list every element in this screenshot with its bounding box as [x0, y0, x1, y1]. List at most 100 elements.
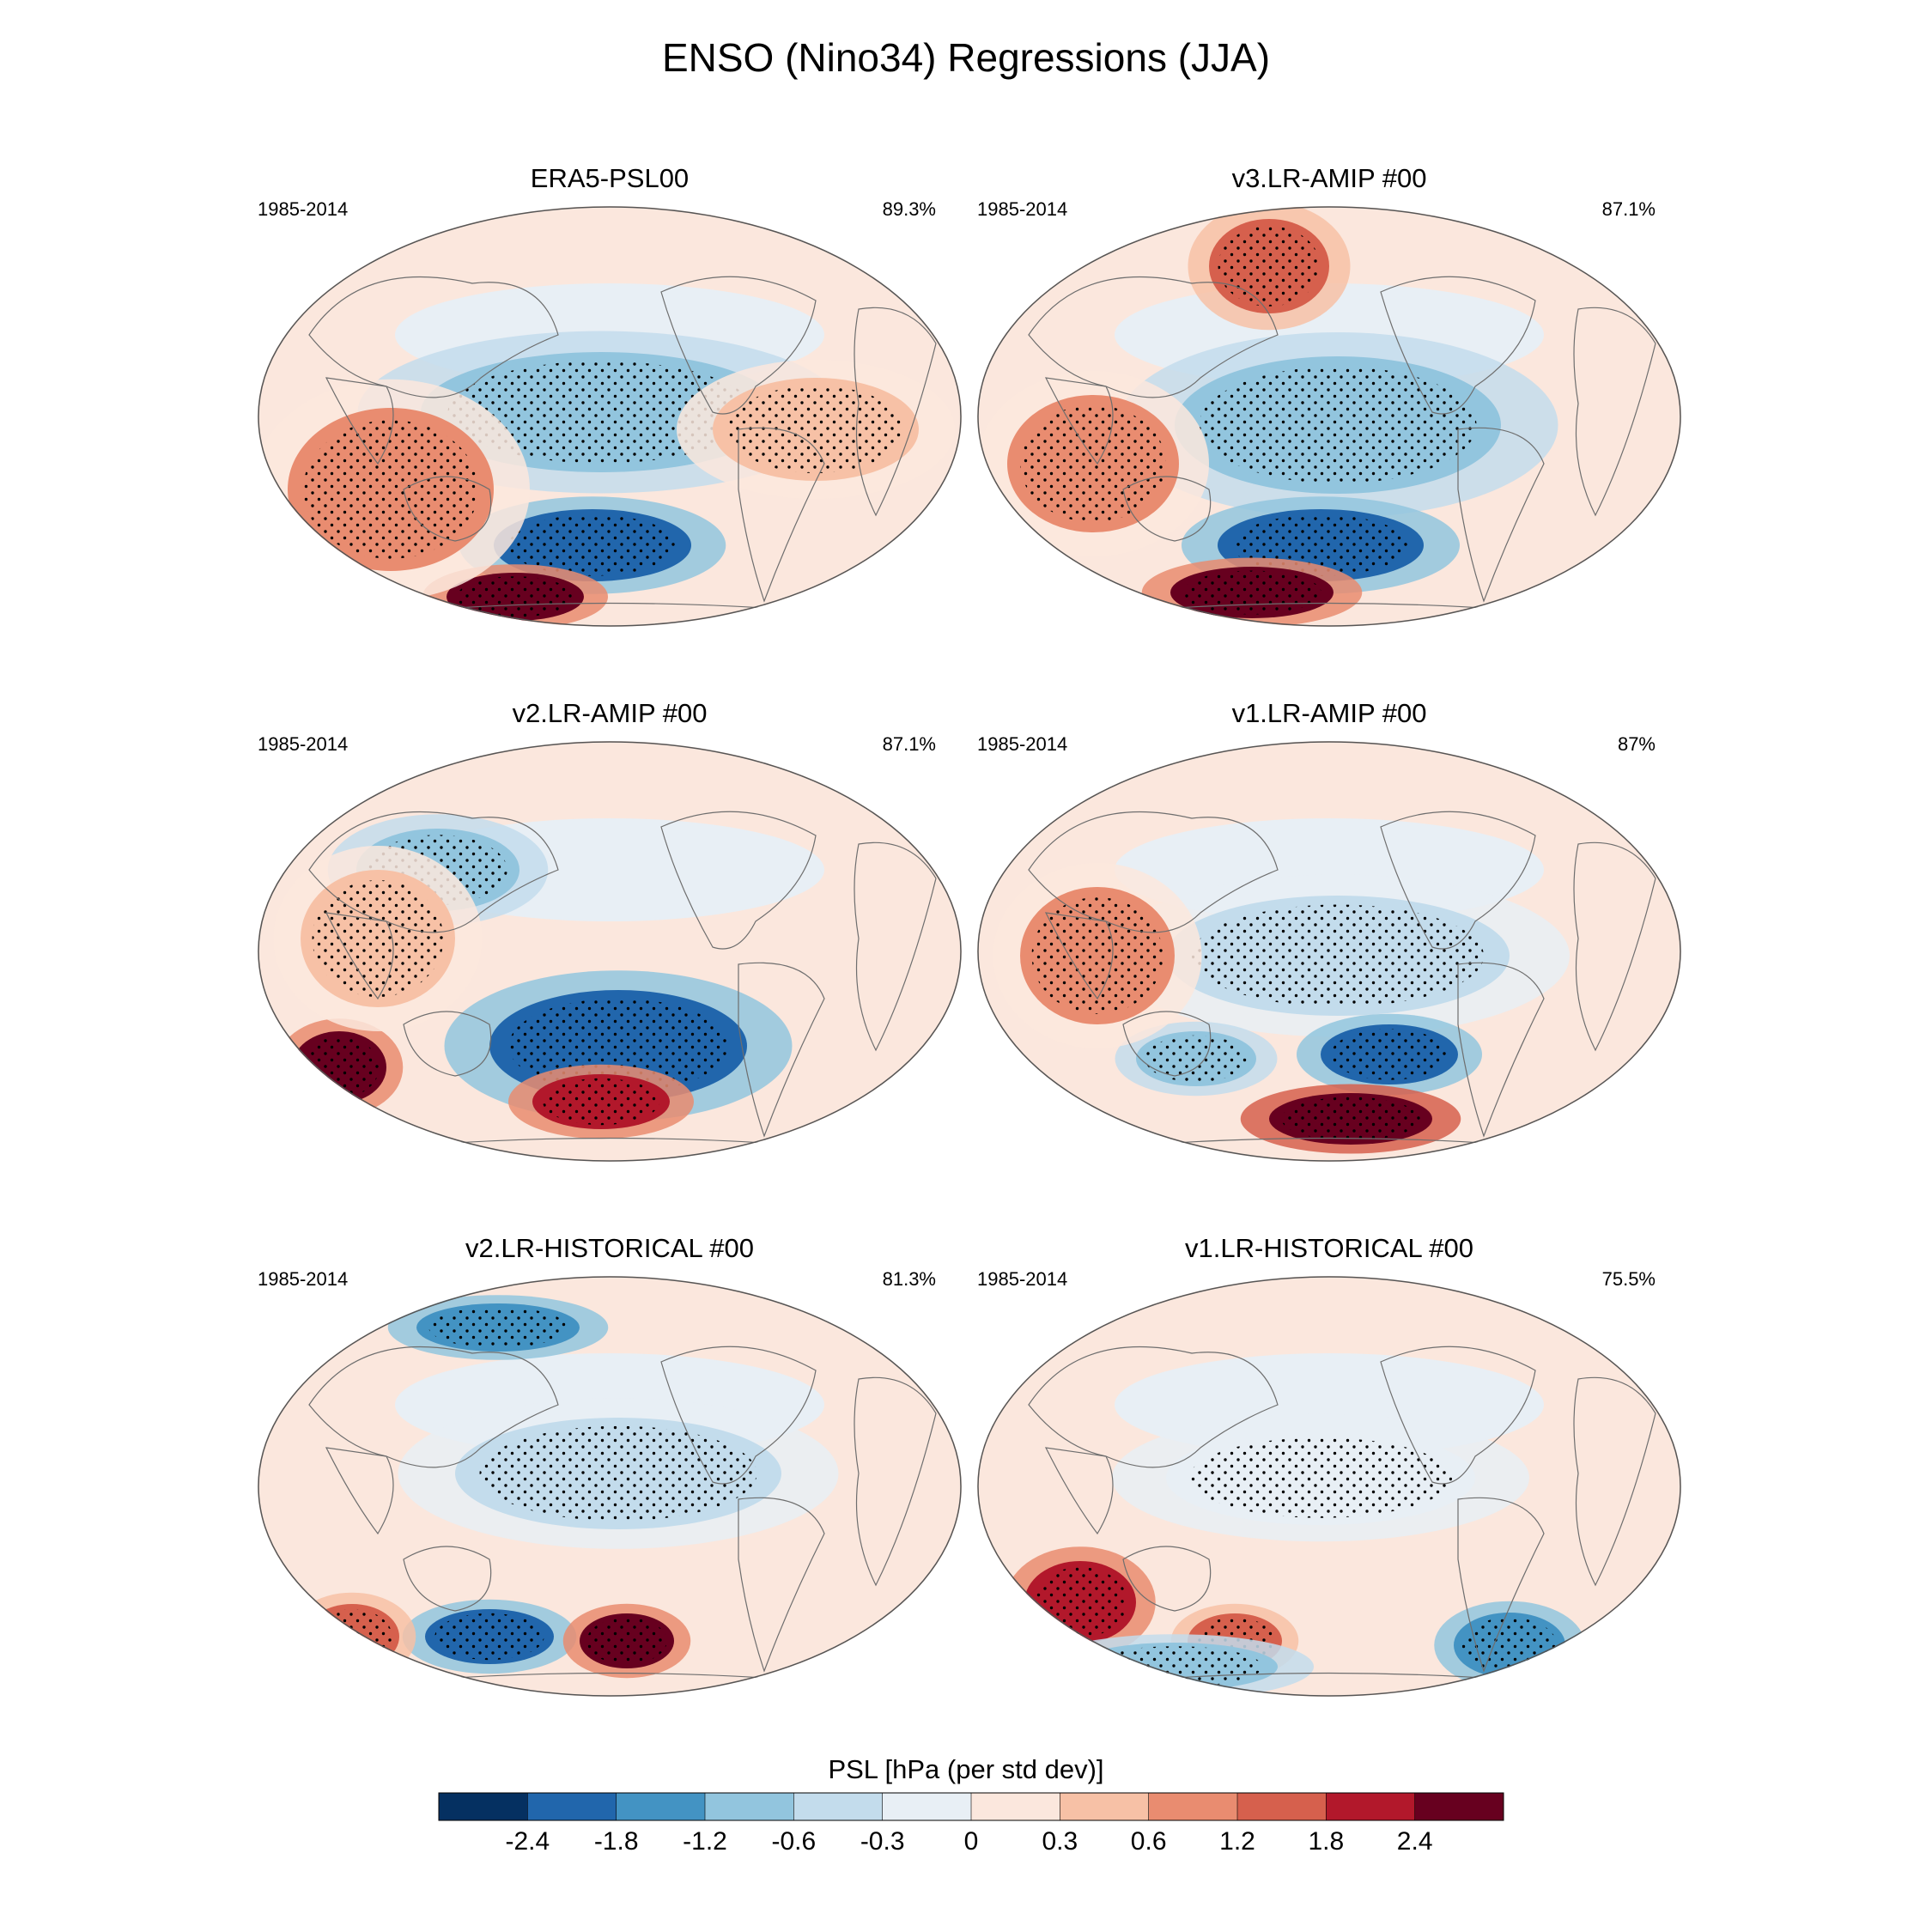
significance-stippling	[1032, 1567, 1128, 1637]
panel-period: 1985-2014	[977, 198, 1068, 220]
panel-map	[977, 1276, 1681, 1697]
coastline	[1457, 427, 1545, 603]
panel-period: 1985-2014	[258, 198, 349, 220]
coastline	[1573, 307, 1656, 517]
colorbar-swatch	[793, 1793, 883, 1820]
panel-map	[977, 741, 1681, 1162]
coastline	[1148, 1137, 1510, 1145]
significance-stippling	[1182, 570, 1321, 615]
significance-stippling	[1192, 904, 1484, 1007]
significance-stippling	[543, 1078, 659, 1126]
panel-title: v1.LR-AMIP #00	[1231, 698, 1427, 728]
map-border	[977, 741, 1681, 1162]
coastline	[1457, 1497, 1545, 1673]
coastline	[738, 962, 825, 1138]
map-border	[977, 206, 1681, 627]
panel-pattern-correlation: 87.1%	[882, 733, 936, 755]
colorbar-tick-label: -1.8	[594, 1827, 639, 1856]
coastline	[1044, 377, 1114, 465]
coastline	[403, 1011, 492, 1077]
coastline	[325, 912, 394, 1000]
coastline	[660, 276, 817, 415]
coastline	[660, 1346, 817, 1485]
colorbar-swatch	[882, 1793, 971, 1820]
panel-map	[258, 1276, 962, 1697]
colorbar-swatch	[1326, 1793, 1415, 1820]
panel-period: 1985-2014	[977, 1268, 1068, 1290]
colorbar-tick-label: 1.2	[1219, 1827, 1255, 1856]
coastline	[325, 377, 394, 465]
coastline	[854, 307, 937, 517]
map-border	[977, 1276, 1681, 1697]
coastline	[428, 602, 791, 611]
panel-title: v2.LR-AMIP #00	[512, 698, 708, 728]
coastline	[1148, 602, 1510, 611]
significance-stippling	[299, 1036, 380, 1098]
coastline	[1380, 276, 1536, 415]
coastline	[1122, 476, 1212, 542]
panel-title: v2.LR-HISTORICAL #00	[465, 1233, 754, 1263]
coastline	[1573, 841, 1656, 1052]
colorbar-swatch	[1148, 1793, 1237, 1820]
panel-title: v1.LR-HISTORICAL #00	[1185, 1233, 1473, 1263]
panel-period: 1985-2014	[977, 733, 1068, 755]
significance-stippling	[479, 1425, 757, 1522]
map-border	[258, 206, 962, 627]
significance-stippling	[586, 1617, 667, 1665]
coastline	[1044, 1447, 1114, 1535]
significance-stippling	[312, 880, 444, 997]
colorbar-swatch	[1414, 1793, 1504, 1820]
coastline	[738, 1497, 825, 1673]
significance-stippling	[1020, 405, 1166, 522]
panel-period: 1985-2014	[258, 1268, 349, 1290]
colorbar-swatch	[439, 1793, 528, 1820]
colorbar: -2.4 -1.8 -1.2 -0.6 -0.3 0 0.3 0.6 1.2 1.8 2.4	[438, 1792, 1504, 1856]
significance-stippling	[1145, 1035, 1248, 1083]
colorbar-swatch	[705, 1793, 794, 1820]
significance-stippling	[1199, 367, 1477, 483]
figure-title: ENSO (Nino34) Regressions (JJA)	[661, 35, 1271, 80]
panel-pattern-correlation: 81.3%	[882, 1268, 936, 1290]
coastline	[325, 1447, 394, 1535]
significance-stippling	[303, 420, 478, 559]
colorbar-tick-label: -0.6	[771, 1827, 816, 1856]
coastline	[1380, 1346, 1536, 1485]
coastline	[428, 1137, 791, 1145]
colorbar-tick-label: 1.8	[1308, 1827, 1344, 1856]
coastline	[1044, 912, 1114, 1000]
colorbar-tick-label: 0	[964, 1827, 979, 1856]
map-border	[258, 741, 962, 1162]
significance-stippling	[728, 386, 903, 473]
map-border	[258, 1276, 962, 1697]
coastline	[403, 1546, 492, 1612]
panel-title: v3.LR-AMIP #00	[1231, 163, 1427, 193]
colorbar-swatch	[527, 1793, 617, 1820]
colorbar-tick-label: -2.4	[505, 1827, 550, 1856]
coastline	[1457, 962, 1545, 1138]
coastline	[854, 841, 937, 1052]
significance-stippling	[312, 1608, 392, 1665]
panel-pattern-correlation: 87%	[1617, 733, 1656, 755]
significance-stippling	[1087, 1646, 1262, 1687]
colorbar-swatch	[971, 1793, 1060, 1820]
coastline	[738, 427, 825, 603]
coastline	[1380, 811, 1536, 950]
significance-stippling	[457, 576, 574, 617]
significance-stippling	[1031, 897, 1163, 1014]
coastline	[1122, 1546, 1212, 1612]
panel-title: ERA5-PSL00	[530, 163, 690, 193]
significance-stippling	[1189, 1437, 1452, 1518]
significance-stippling	[1331, 1029, 1448, 1080]
panel-map	[258, 206, 962, 627]
colorbar-title: PSL [hPa (per std dev)]	[828, 1754, 1104, 1784]
panel-pattern-correlation: 89.3%	[882, 198, 936, 220]
colorbar-tick-label: 0.3	[1042, 1827, 1078, 1856]
significance-stippling	[508, 514, 677, 576]
coastline	[403, 476, 492, 542]
colorbar-swatch	[616, 1793, 705, 1820]
coastline	[1122, 1011, 1212, 1077]
significance-stippling	[428, 1307, 568, 1348]
coastline	[1573, 1376, 1656, 1587]
panel-map	[258, 741, 962, 1162]
coastline	[660, 811, 817, 950]
